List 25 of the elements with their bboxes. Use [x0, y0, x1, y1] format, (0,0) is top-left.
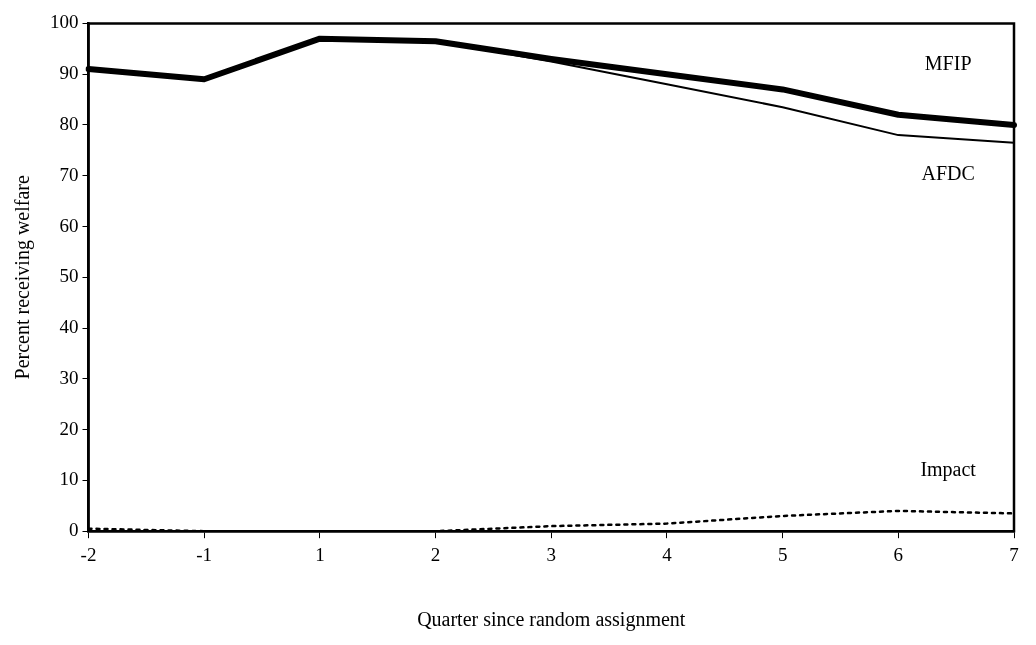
x-tick-label: 4 [662, 543, 673, 565]
x-tick-label: 2 [430, 543, 441, 565]
series-label: AFDC [921, 162, 975, 185]
x-tick-label: 6 [893, 543, 904, 565]
y-tick-label: 0 [69, 519, 79, 541]
x-tick-label: 7 [1009, 543, 1019, 565]
x-tick-label: 5 [777, 543, 788, 565]
x-tick-label: -2 [80, 543, 97, 565]
y-tick-label: 70 [59, 163, 79, 185]
x-axis-title: Quarter since random assignment [417, 608, 686, 632]
series-label: Impact [920, 457, 977, 481]
x-tick-label: 1 [315, 543, 325, 565]
y-tick-label: 30 [59, 366, 79, 388]
y-tick-label: 50 [59, 265, 79, 287]
y-tick-label: 90 [59, 62, 79, 84]
y-tick-label: 100 [50, 11, 79, 33]
y-tick-label: 20 [59, 417, 79, 439]
y-tick-label: 80 [59, 112, 79, 134]
y-tick-label: 10 [59, 468, 79, 490]
y-tick-label: 60 [59, 214, 79, 236]
y-tick-label: 40 [59, 316, 79, 338]
text: MFIP [924, 51, 972, 74]
x-tick-label: 3 [546, 543, 556, 565]
x-tick-label: -1 [196, 543, 213, 565]
y-axis-title: Percent receiving welfare [11, 175, 35, 380]
